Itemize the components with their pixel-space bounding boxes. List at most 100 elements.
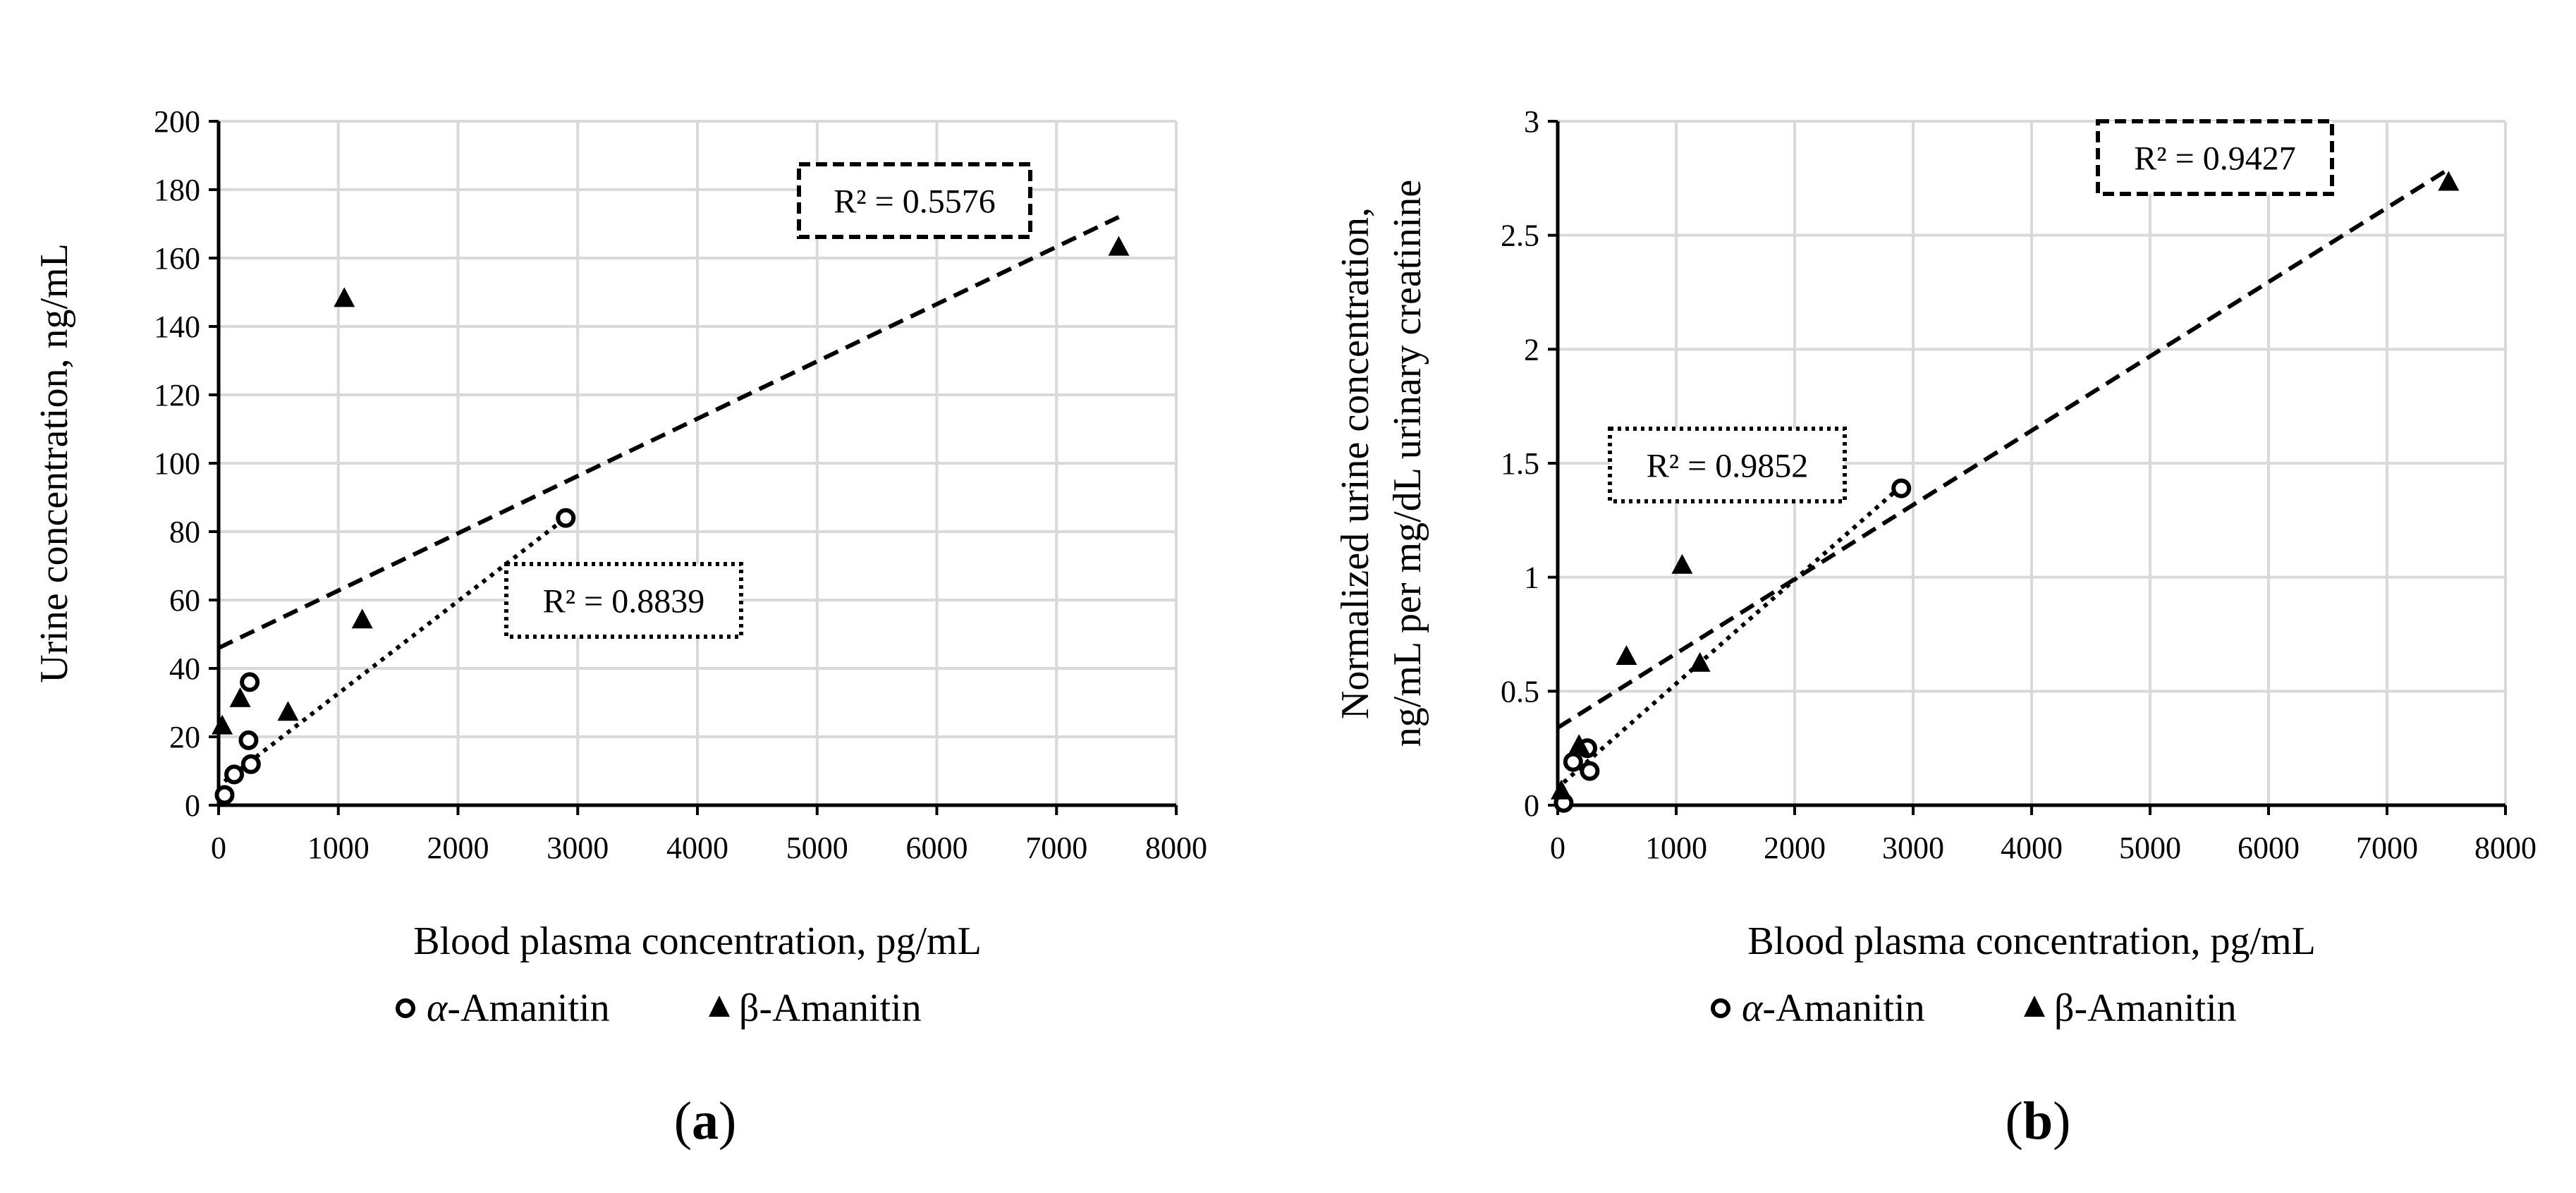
y-tick-label: 60 <box>169 583 200 618</box>
alpha-amanitin-point <box>240 672 260 692</box>
beta-amanitin-point <box>229 687 251 707</box>
alpha-amanitin-point <box>224 764 245 785</box>
legend: α-Amanitin β-Amanitin <box>1711 986 2237 1030</box>
trendline-beta <box>1556 167 2450 730</box>
alpha-amanitin-point <box>214 785 235 805</box>
y-tick-label: 80 <box>169 515 200 549</box>
beta-amanitin-point <box>1568 734 1590 754</box>
panel-b: 0 0.5 1 1.5 2 2.5 3 0 1000 2000 3000 4000 5000 6000 70… <box>1333 104 2537 1151</box>
legend-beta-marker <box>709 996 730 1017</box>
alpha-amanitin-point <box>240 754 261 774</box>
legend: α-Amanitin β-Amanitin <box>396 986 922 1030</box>
x-tick-label: 2000 <box>1764 831 1826 865</box>
legend-beta-greek: β <box>739 986 759 1030</box>
x-tick-label: 1000 <box>307 831 370 865</box>
beta-amanitin-point <box>1616 645 1637 666</box>
legend-alpha-greek: α <box>1742 986 1764 1030</box>
x-tick-label: 8000 <box>1145 831 1207 865</box>
legend-alpha-marker <box>1711 998 1730 1018</box>
r2-box-beta <box>797 162 1032 239</box>
x-tick-label: 6000 <box>906 831 968 865</box>
legend-alpha-label: α-Amanitin <box>427 986 610 1030</box>
alpha-amanitin-point <box>1563 752 1583 772</box>
alpha-amanitin-point <box>1891 478 1912 498</box>
panel-label-open: ( <box>2006 1091 2023 1151</box>
y-tick-label: 200 <box>154 104 200 139</box>
y-tick-label: 2 <box>1524 332 1539 367</box>
y-axis-title-line1: Normalized urine concentration, <box>1333 207 1377 719</box>
panel-label-close: ) <box>719 1091 736 1151</box>
legend-beta-label: β-Amanitin <box>2054 986 2237 1030</box>
y-axis-title: Urine concentration, ng/mL <box>32 243 76 683</box>
x-tick-label: 5000 <box>786 831 848 865</box>
r2-label-beta: R² = 0.5576 <box>834 183 995 221</box>
legend-alpha-greek: α <box>427 986 448 1030</box>
y-tick-label: 40 <box>169 651 200 686</box>
legend-beta-suffix: -Amanitin <box>759 986 922 1030</box>
beta-amanitin-point <box>2438 171 2460 191</box>
beta-amanitin-point <box>1671 553 1693 574</box>
r2-label-alpha: R² = 0.8839 <box>543 583 704 620</box>
y-tick-label: 2.5 <box>1501 219 1539 253</box>
legend-alpha-suffix: -Amanitin <box>447 986 609 1030</box>
y-tick-label: 3 <box>1524 104 1539 139</box>
legend-alpha-suffix: -Amanitin <box>1762 986 1924 1030</box>
y-tick-label: 180 <box>154 173 200 207</box>
x-tick-label: 1000 <box>1645 831 1707 865</box>
x-tick-label: 7000 <box>1025 831 1087 865</box>
legend-beta-marker <box>2024 996 2045 1017</box>
alpha-amanitin-point <box>238 730 259 750</box>
r2-label-beta: R² = 0.9427 <box>2134 140 2295 178</box>
panel-label-letter: a <box>692 1091 719 1151</box>
beta-amanitin-point <box>277 701 299 721</box>
beta-amanitin-point <box>334 287 355 307</box>
x-tick-label: 5000 <box>2119 831 2181 865</box>
beta-amanitin-point <box>1108 235 1130 256</box>
y-tick-label: 1 <box>1524 561 1539 595</box>
x-tick-label: 0 <box>211 831 226 865</box>
y-tick-label: 0 <box>185 788 200 823</box>
y-tick-label: 1.5 <box>1501 446 1539 481</box>
x-axis-title: Blood plasma concentration, pg/mL <box>413 919 982 963</box>
panel-label-close: ) <box>2053 1091 2070 1151</box>
r2-box-alpha <box>1608 427 1847 503</box>
legend-beta-suffix: -Amanitin <box>2075 986 2237 1030</box>
beta-amanitin-point <box>1689 651 1711 672</box>
legend-beta-label: β-Amanitin <box>739 986 922 1030</box>
x-tick-label: 0 <box>1550 831 1565 865</box>
legend-alpha-label: α-Amanitin <box>1742 986 1925 1030</box>
x-tick-label: 8000 <box>2474 831 2537 865</box>
x-tick-label: 2000 <box>427 831 489 865</box>
x-tick-label: 3000 <box>547 831 609 865</box>
r2-box-alpha <box>504 562 743 639</box>
panel-label: (a) <box>674 1091 737 1151</box>
x-tick-label: 4000 <box>2001 831 2063 865</box>
trendline-alpha <box>1562 484 1903 784</box>
y-tick-label: 160 <box>154 241 200 276</box>
beta-amanitin-point <box>351 608 373 629</box>
beta-amanitin-point <box>1551 779 1573 800</box>
legend-alpha-marker <box>396 998 415 1018</box>
y-tick-label: 140 <box>154 310 200 344</box>
y-tick-label: 0 <box>1524 788 1539 823</box>
x-tick-label: 7000 <box>2356 831 2418 865</box>
x-tick-label: 3000 <box>1882 831 1944 865</box>
y-axis-title-line2: ng/mL per mg/dL urinary creatinine <box>1386 180 1429 747</box>
y-tick-label: 0.5 <box>1501 674 1539 709</box>
legend-beta-greek: β <box>2054 986 2075 1030</box>
y-tick-label: 100 <box>154 446 200 481</box>
r2-box-beta <box>2096 119 2334 196</box>
beta-amanitin-point <box>212 714 233 735</box>
trendline-alpha <box>223 516 568 783</box>
y-tick-label: 20 <box>169 720 200 754</box>
panel-label-open: ( <box>674 1091 692 1151</box>
x-axis-title: Blood plasma concentration, pg/mL <box>1747 919 2316 963</box>
x-tick-label: 4000 <box>666 831 728 865</box>
panel-label: (b) <box>2006 1091 2071 1151</box>
alpha-amanitin-point <box>1580 761 1600 781</box>
y-tick-label: 120 <box>154 378 200 412</box>
r2-label-alpha: R² = 0.9852 <box>1647 448 1808 485</box>
panel-label-letter: b <box>2023 1091 2053 1151</box>
